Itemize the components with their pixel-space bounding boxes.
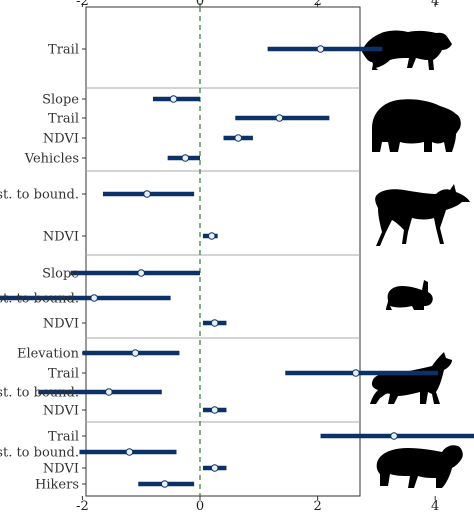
y-tick-label: Slope: [42, 267, 79, 282]
panel-bear-silhouette: [82, 95, 330, 162]
y-tick-label: Trail: [48, 43, 79, 58]
point-estimate: [125, 448, 134, 456]
point-estimate: [137, 269, 145, 277]
y-tick-label: Trail: [48, 112, 79, 127]
deer-silhouette-icon: [375, 184, 470, 246]
bear-silhouette-icon: [372, 99, 461, 152]
y-tick-label: Trail: [48, 367, 79, 382]
point-estimate: [90, 294, 98, 302]
y-tick-label: NDVI: [43, 317, 79, 332]
y-tick-label: Vehicles: [24, 152, 79, 167]
point-estimate: [143, 190, 151, 198]
y-tick-label: Elevation: [17, 347, 80, 362]
fox-silhouette-icon: [370, 352, 452, 404]
point-estimate: [169, 95, 178, 103]
y-tick-label: Hikers: [35, 478, 79, 493]
point-estimate: [105, 388, 113, 396]
point-estimate: [181, 154, 190, 162]
point-estimate: [210, 319, 219, 327]
y-axis-labels: Trail Slope Trail NDVI Vehicles Dist. to boun…: [0, 43, 80, 493]
point-estimate: [160, 480, 169, 488]
y-tick-label: Slope: [42, 93, 79, 108]
bobcat-silhouette-icon: [376, 445, 463, 488]
point-estimate: [316, 45, 325, 53]
x-axis-ticks: -2 -2 0 0 2 2 4 4: [76, 0, 439, 512]
point-estimate: [207, 232, 216, 240]
y-tick-label: Dist. to bound.: [0, 446, 79, 461]
x-tick-label-bottom: 4: [431, 499, 439, 512]
panel-bobcat-silhouette: [79, 432, 474, 488]
x-tick-label-top: 0: [196, 0, 204, 9]
plot-area: [0, 6, 474, 497]
point-estimate: [131, 349, 140, 357]
y-tick-label: NDVI: [43, 132, 79, 147]
panel-deer-silhouette: [82, 190, 218, 240]
panel-rabbit-silhouette: [0, 269, 227, 327]
x-tick-label-top: 2: [313, 0, 321, 9]
y-tick-label: NDVI: [43, 462, 79, 477]
y-tick-label: NDVI: [43, 230, 79, 245]
point-estimate: [210, 464, 219, 472]
y-tick-label: Dist. to bound.: [0, 386, 79, 401]
point-estimate: [275, 114, 284, 122]
x-tick-label-top: -2: [76, 0, 89, 9]
cougar-silhouette-icon: [362, 30, 452, 70]
point-estimate: [210, 406, 219, 414]
point-estimate: [234, 134, 243, 142]
y-tick-label: NDVI: [43, 404, 79, 419]
rabbit-silhouette-icon: [386, 280, 433, 310]
panel-cougar-silhouette: [82, 45, 383, 53]
plot-border: [85, 6, 361, 497]
y-tick-label: Dist. to bound.: [0, 292, 79, 307]
y-tick-label: Dist. to bound.: [0, 188, 79, 203]
x-tick-label-bottom: 2: [313, 499, 321, 512]
point-estimate: [352, 369, 360, 377]
x-tick-label-bottom: -2: [76, 499, 89, 512]
x-tick-label-bottom: 0: [196, 499, 204, 512]
x-tick-label-top: 4: [431, 0, 439, 9]
y-tick-label: Trail: [48, 430, 79, 445]
point-estimate: [390, 432, 398, 440]
panel-fox-silhouette: [38, 349, 439, 414]
